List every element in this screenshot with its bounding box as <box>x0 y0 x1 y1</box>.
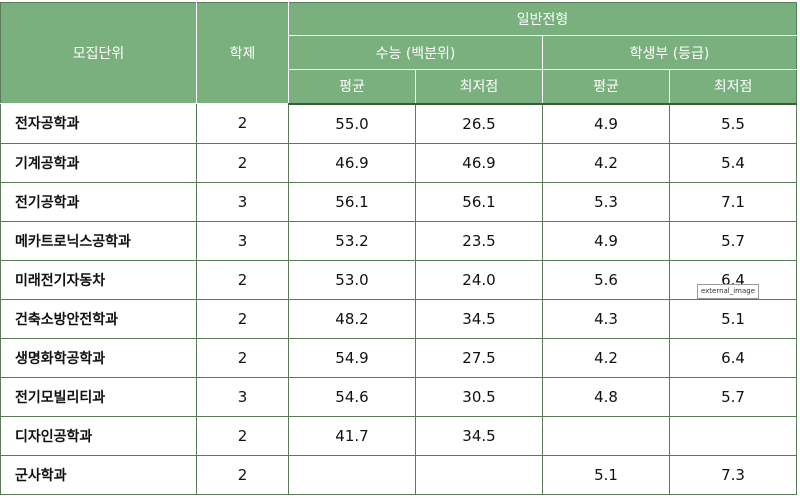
unit-name-cell: 전자공학과 <box>0 103 197 144</box>
csat-avg-cell <box>288 454 416 495</box>
table-row: 전기모빌리티과 3 54.6 30.5 4.8 5.7 <box>0 376 798 417</box>
csat-min-cell: 23.5 <box>415 220 543 261</box>
sr-min-cell: 7.3 <box>668 454 798 495</box>
sr-min-cell: 5.7 <box>668 376 798 417</box>
years-cell: 2 <box>196 142 289 183</box>
sr-avg-cell: 4.2 <box>542 337 670 378</box>
external-image-tag: external_image <box>697 284 759 299</box>
header-csat-avg: 평균 <box>288 69 416 105</box>
csat-min-cell: 46.9 <box>415 142 543 183</box>
csat-min-cell: 56.1 <box>415 181 543 222</box>
sr-avg-cell: 5.3 <box>542 181 670 222</box>
table-row: 건축소방안전학과 2 48.2 34.5 4.3 5.1 <box>0 298 798 339</box>
csat-avg-cell: 53.0 <box>288 259 416 300</box>
unit-name-cell: 군사학과 <box>0 454 197 495</box>
csat-min-cell: 24.0 <box>415 259 543 300</box>
table-row: 군사학과 2 5.1 7.3 <box>0 454 798 495</box>
unit-name-cell: 미래전기자동차 <box>0 259 197 300</box>
sr-min-cell: 5.4 <box>668 142 798 183</box>
table-row: 메카트로닉스공학과 3 53.2 23.5 4.9 5.7 <box>0 220 798 261</box>
sr-min-cell: 5.7 <box>668 220 798 261</box>
years-cell: 3 <box>196 181 289 222</box>
years-cell: 3 <box>196 376 289 417</box>
csat-avg-cell: 54.6 <box>288 376 416 417</box>
sr-avg-cell: 5.1 <box>542 454 670 495</box>
header-sr-min: 최저점 <box>668 69 798 105</box>
table-row: 기계공학과 2 46.9 46.9 4.2 5.4 <box>0 142 798 183</box>
table-row: 전기공학과 3 56.1 56.1 5.3 7.1 <box>0 181 798 222</box>
years-cell: 3 <box>196 220 289 261</box>
years-cell: 2 <box>196 337 289 378</box>
sr-min-cell: 6.4 <box>668 337 798 378</box>
table-row: 디자인공학과 2 41.7 34.5 <box>0 415 798 456</box>
sr-avg-cell: 4.8 <box>542 376 670 417</box>
csat-avg-cell: 46.9 <box>288 142 416 183</box>
header-years: 학제 <box>196 2 289 104</box>
sr-min-cell: 5.1 <box>668 298 798 339</box>
years-cell: 2 <box>196 415 289 456</box>
sr-avg-cell: 4.3 <box>542 298 670 339</box>
sr-avg-cell: 4.9 <box>542 103 670 144</box>
sr-min-cell: 7.1 <box>668 181 798 222</box>
csat-min-cell: 27.5 <box>415 337 543 378</box>
unit-name-cell: 전기모빌리티과 <box>0 376 197 417</box>
table-row: 전자공학과 2 55.0 26.5 4.9 5.5 <box>0 103 798 144</box>
sr-min-cell <box>668 415 798 456</box>
csat-avg-cell: 56.1 <box>288 181 416 222</box>
table-row: 미래전기자동차 2 53.0 24.0 5.6 6.4 <box>0 259 798 300</box>
csat-min-cell: 34.5 <box>415 298 543 339</box>
sr-avg-cell: 5.6 <box>542 259 670 300</box>
csat-min-cell <box>415 454 543 495</box>
years-cell: 2 <box>196 259 289 300</box>
sr-avg-cell: 4.9 <box>542 220 670 261</box>
csat-avg-cell: 48.2 <box>288 298 416 339</box>
csat-avg-cell: 53.2 <box>288 220 416 261</box>
csat-avg-cell: 55.0 <box>288 103 416 144</box>
header-csat: 수능 (백분위) <box>288 35 543 70</box>
table-header: 모집단위 학제 일반전형 수능 (백분위) 학생부 (등급) 평균 최저점 평균… <box>0 2 798 105</box>
unit-name-cell: 메카트로닉스공학과 <box>0 220 197 261</box>
sr-avg-cell <box>542 415 670 456</box>
table-body: 전자공학과 2 55.0 26.5 4.9 5.5 기계공학과 2 46.9 4… <box>0 103 798 495</box>
csat-min-cell: 34.5 <box>415 415 543 456</box>
unit-name-cell: 기계공학과 <box>0 142 197 183</box>
years-cell: 2 <box>196 103 289 144</box>
table-row: 생명화학공학과 2 54.9 27.5 4.2 6.4 <box>0 337 798 378</box>
sr-min-cell: 5.5 <box>668 103 798 144</box>
header-school-record: 학생부 (등급) <box>541 35 798 70</box>
header-general-admission: 일반전형 <box>287 2 798 36</box>
header-unit: 모집단위 <box>0 2 197 104</box>
unit-name-cell: 생명화학공학과 <box>0 337 197 378</box>
csat-min-cell: 26.5 <box>415 103 543 144</box>
sr-avg-cell: 4.2 <box>542 142 670 183</box>
years-cell: 2 <box>196 454 289 495</box>
csat-avg-cell: 41.7 <box>288 415 416 456</box>
csat-avg-cell: 54.9 <box>288 337 416 378</box>
years-cell: 2 <box>196 298 289 339</box>
header-sr-avg: 평균 <box>542 69 670 105</box>
unit-name-cell: 전기공학과 <box>0 181 197 222</box>
header-csat-min: 최저점 <box>415 69 543 105</box>
csat-min-cell: 30.5 <box>415 376 543 417</box>
unit-name-cell: 디자인공학과 <box>0 415 197 456</box>
unit-name-cell: 건축소방안전학과 <box>0 298 197 339</box>
